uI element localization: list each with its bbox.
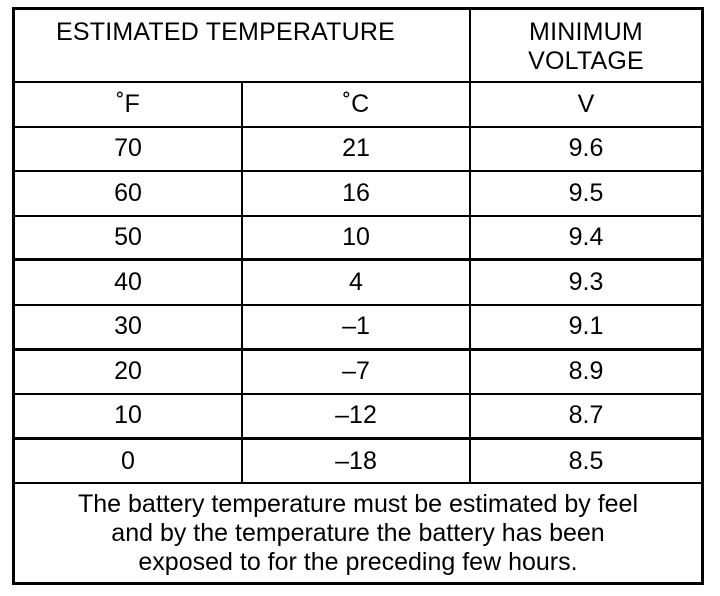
- celsius-cell: –18: [243, 439, 471, 483]
- table-row: 50 10 9.4: [15, 216, 701, 262]
- table-row: 40 4 9.3: [15, 261, 701, 306]
- table-row: 60 16 9.5: [15, 172, 701, 217]
- temperature-estimation-note: The battery temperature must be estimate…: [15, 484, 701, 582]
- note-line-1: The battery temperature must be estimate…: [78, 490, 638, 519]
- fahrenheit-cell: 10: [15, 395, 243, 437]
- celsius-cell: –1: [243, 305, 471, 348]
- table-row: 20 –7 8.9: [15, 350, 701, 396]
- battery-voltage-table: ESTIMATED TEMPERATURE MINIMUM VOLTAGE ˚F…: [12, 7, 704, 585]
- voltage-cell: 9.5: [568, 178, 604, 207]
- table-row: 10 –12 8.7: [15, 395, 701, 440]
- celsius-cell: 10: [243, 216, 471, 259]
- minimum-voltage-heading: MINIMUM VOLTAGE: [471, 10, 701, 81]
- volts-unit: V: [577, 89, 595, 118]
- fahrenheit-cell: 60: [15, 172, 243, 215]
- table-row: 30 –1 9.1: [15, 305, 701, 351]
- units-row: ˚F ˚C V: [15, 83, 701, 128]
- celsius-unit: ˚C: [243, 83, 471, 126]
- voltage-cell: 9.6: [568, 134, 604, 163]
- table-row: 70 21 9.6: [15, 127, 701, 173]
- voltage-cell: 9.3: [568, 268, 604, 297]
- fahrenheit-cell: 30: [15, 305, 243, 348]
- voltage-cell: 8.5: [568, 446, 604, 475]
- voltage-cell: 9.1: [568, 312, 604, 341]
- fahrenheit-cell: 70: [15, 127, 243, 171]
- note-line-3: exposed to for the preceding few hours.: [138, 548, 578, 577]
- fahrenheit-cell: 0: [15, 439, 243, 483]
- fahrenheit-cell: 50: [15, 216, 243, 259]
- celsius-cell: –7: [243, 350, 471, 394]
- voltage-cell: 8.7: [568, 401, 604, 430]
- celsius-cell: 4: [243, 261, 471, 304]
- table-header: ESTIMATED TEMPERATURE MINIMUM VOLTAGE: [15, 10, 701, 83]
- minimum-voltage-heading-line1: MINIMUM: [529, 18, 643, 46]
- celsius-cell: 16: [243, 172, 471, 215]
- estimated-temperature-heading: ESTIMATED TEMPERATURE: [15, 10, 471, 81]
- fahrenheit-cell: 20: [15, 350, 243, 394]
- minimum-voltage-heading-line2: VOLTAGE: [528, 47, 644, 75]
- celsius-cell: 21: [243, 127, 471, 171]
- fahrenheit-unit: ˚F: [15, 83, 243, 126]
- table-row: 0 –18 8.5: [15, 439, 701, 485]
- celsius-cell: –12: [243, 395, 471, 437]
- note-line-2: and by the temperature the battery has b…: [111, 519, 605, 548]
- fahrenheit-cell: 40: [15, 261, 243, 304]
- voltage-cell: 9.4: [568, 223, 604, 252]
- voltage-cell: 8.9: [568, 357, 604, 386]
